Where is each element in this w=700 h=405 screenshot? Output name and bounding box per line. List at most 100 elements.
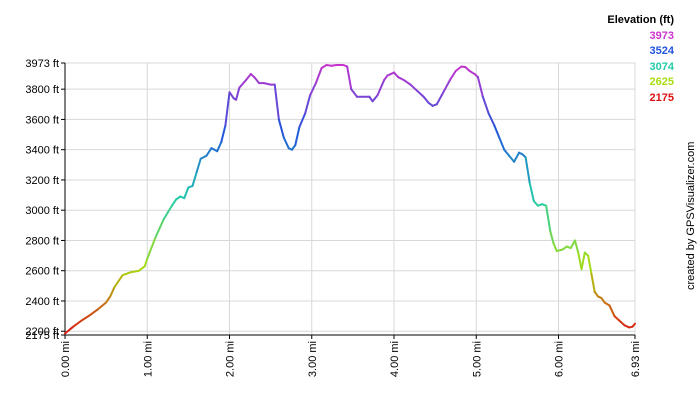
elevation-segment <box>253 76 261 85</box>
elevation-segment <box>402 79 412 86</box>
elevation-segment <box>138 265 146 272</box>
elevation-segment <box>493 124 501 139</box>
elevation-segment <box>508 154 516 163</box>
elevation-segment <box>587 254 593 275</box>
elevation-segment <box>195 157 202 174</box>
elevation-segment <box>238 79 247 89</box>
elevation-segment <box>573 239 580 254</box>
elevation-segment <box>294 125 301 147</box>
x-tick-label: 3.00 mi <box>307 341 319 377</box>
elevation-segment <box>72 319 83 328</box>
x-tick-label: 6.00 mi <box>554 341 566 377</box>
elevation-segment <box>235 86 241 101</box>
elevation-segment <box>282 136 290 150</box>
x-tick-label: 4.00 mi <box>389 341 401 377</box>
elevation-segment <box>454 65 463 73</box>
x-tick-label: 5.00 mi <box>471 341 483 377</box>
elevation-segment <box>618 319 626 327</box>
elevation-segment <box>309 82 317 97</box>
elevation-segment <box>162 204 173 221</box>
elevation-segment <box>88 308 99 317</box>
y-tick-label: 3400 ft <box>25 145 59 157</box>
elevation-segment <box>440 88 446 97</box>
elevation-segment <box>397 76 405 82</box>
elevation-segment <box>244 73 252 82</box>
elevation-segment <box>513 151 521 163</box>
elevation-segment <box>393 71 400 79</box>
elevation-segment <box>146 236 157 260</box>
elevation-segment <box>263 82 272 86</box>
elevation-segment <box>580 251 586 271</box>
elevation-segment <box>220 124 227 144</box>
elevation-segment <box>121 271 132 277</box>
legend-entry-2175: 2175 <box>649 91 674 104</box>
legend-title: Elevation (ft) <box>607 14 674 26</box>
elevation-segment <box>577 251 583 271</box>
elevation-segment <box>228 91 235 100</box>
y-tick-label: 3200 ft <box>25 175 59 187</box>
legend-entry-3074: 3074 <box>649 60 674 73</box>
elevation-segment <box>532 200 539 207</box>
elevation-segment <box>613 315 621 322</box>
x-tick-label: 2.00 mi <box>225 341 237 377</box>
elevation-segment <box>435 94 443 106</box>
elevation-segment <box>481 95 490 115</box>
elevation-segment <box>183 186 190 200</box>
elevation-segment <box>304 94 312 115</box>
y-tick-label: 2800 ft <box>25 235 59 247</box>
elevation-segment <box>552 242 558 253</box>
elevation-segment <box>371 94 379 103</box>
y-tick-label: 3000 ft <box>25 205 59 217</box>
elevation-segment <box>199 154 208 160</box>
elevation-segment <box>143 257 149 268</box>
elevation-segment <box>524 156 531 184</box>
elevation-segment <box>350 88 358 98</box>
elevation-segment <box>409 83 419 92</box>
elevation-segment <box>608 304 616 318</box>
elevation-segment <box>224 91 231 127</box>
y-tick-label: 2400 ft <box>25 296 59 308</box>
elevation-segment <box>448 70 457 82</box>
y-tick-label: 3973 ft <box>25 58 59 70</box>
elevation-segment <box>273 83 280 121</box>
elevation-segment <box>422 95 430 104</box>
y-tick-label: 3800 ft <box>25 84 59 96</box>
elevation-segment <box>487 112 496 127</box>
y-tick-label: 2175 ft <box>25 330 59 342</box>
elevation-segment <box>346 65 353 91</box>
elevation-segment <box>80 314 91 322</box>
elevation-segment <box>631 322 636 328</box>
elevation-segment <box>314 66 323 85</box>
elevation-legend: Elevation (ft) 3973 3524 3074 2625 2175 <box>560 13 674 106</box>
elevation-segment <box>590 272 596 293</box>
elevation-segment <box>528 181 535 203</box>
credit-text: created by GPSVisualizer.com <box>685 141 697 290</box>
elevation-segment <box>205 147 213 157</box>
elevation-segment <box>545 204 552 233</box>
elevation-segment <box>96 301 108 311</box>
elevation-segment <box>416 89 425 98</box>
y-tick-label: 3600 ft <box>25 114 59 126</box>
elevation-segment <box>210 147 219 153</box>
elevation-segment <box>170 198 178 207</box>
elevation-segment <box>129 269 141 274</box>
elevation-segment <box>376 79 386 97</box>
elevation-segment <box>444 79 451 91</box>
elevation-segment <box>476 76 484 98</box>
y-tick-label: 2200 ft <box>25 326 59 338</box>
legend-entry-3524: 3524 <box>649 45 674 57</box>
legend-entry-2625: 2625 <box>649 76 674 88</box>
elevation-segment <box>498 136 506 151</box>
elevation-segment <box>277 118 285 139</box>
elevation-segment <box>113 274 124 289</box>
x-tick-label: 0.00 mi <box>60 341 72 377</box>
elevation-segment <box>105 295 112 304</box>
x-tick-label: 6.93 mi <box>630 341 642 377</box>
elevation-segment <box>216 141 223 153</box>
legend-entry-3973: 3973 <box>649 29 674 42</box>
elevation-segment <box>549 230 555 245</box>
y-tick-label: 2600 ft <box>25 266 59 278</box>
elevation-segment <box>503 148 511 157</box>
x-tick-label: 1.00 mi <box>142 341 154 377</box>
elevation-segment <box>64 325 75 335</box>
